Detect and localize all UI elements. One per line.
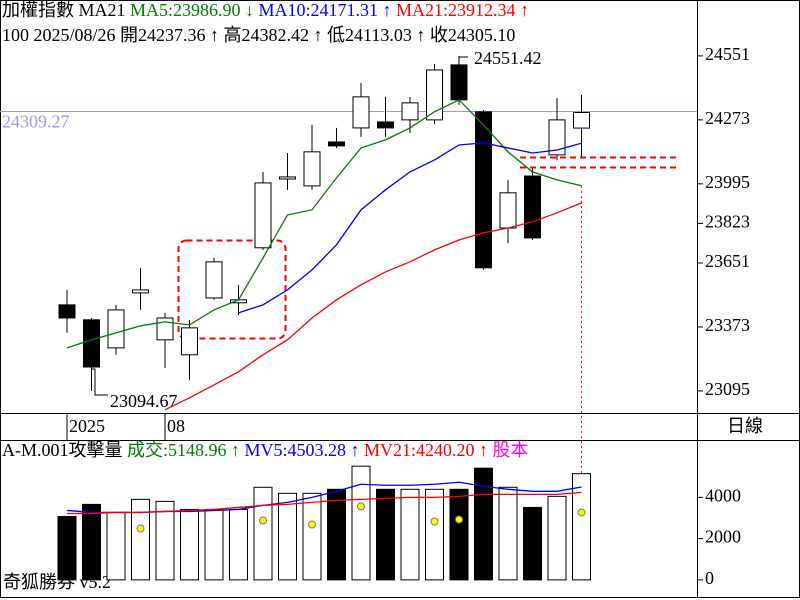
legend-label: MV5:4503.28: [245, 440, 347, 460]
last-price-label: 24309.27: [2, 112, 70, 132]
volume-bar: [523, 506, 542, 581]
ohlc-label: 低24113.03 ↑: [327, 25, 425, 45]
volume-bar: [180, 508, 199, 581]
volume-bar: [204, 508, 224, 581]
candle-body: [426, 69, 443, 121]
ohlc-label: 開24237.36 ↑: [120, 25, 219, 45]
volume-bar: [278, 492, 297, 581]
marker-dot: [455, 515, 463, 524]
legend-label: MA10:24171.31: [259, 0, 379, 20]
x-tick-label: 08: [167, 416, 185, 436]
legend-arrow: ↑: [383, 0, 392, 20]
candle-body: [499, 192, 517, 229]
y-tick-label: 2000: [705, 527, 741, 547]
volume-bar: [547, 495, 567, 581]
marker-dot: [136, 524, 145, 533]
marker-dot: [259, 516, 267, 525]
candle-body: [279, 176, 296, 180]
volume-bar: [155, 500, 175, 581]
marker-dot: [430, 517, 439, 526]
candle-body: [107, 309, 125, 349]
volume-bar: [229, 508, 248, 581]
volume-bar: [327, 488, 346, 581]
legend-arrow: ↓: [245, 0, 254, 20]
high-annotation: 24551.42: [474, 48, 542, 68]
low-annotation: 23094.67: [110, 391, 178, 411]
legend-label: MA5:23986.90: [130, 0, 241, 20]
volume-bar: [572, 473, 591, 581]
candle-body: [573, 111, 590, 129]
ma-line: [67, 491, 582, 515]
y-tick-label: 23373: [705, 315, 750, 335]
volume-bar: [498, 486, 518, 581]
candle-body: [352, 96, 370, 129]
ohlc-label: 收24305.10: [430, 25, 516, 45]
legend-arrow: ↑: [231, 440, 240, 460]
period-label: 日線: [727, 416, 763, 436]
volume-bar: [449, 488, 469, 581]
volume-bar: [131, 498, 150, 581]
volume-bar: [82, 503, 101, 581]
marker-dot: [577, 508, 586, 517]
x-tick-label: 2025: [69, 416, 105, 436]
info: 2025/08/26: [34, 25, 116, 45]
legend-arrow: ↑: [479, 440, 488, 460]
legend-label: MV21:4240.20: [364, 440, 475, 460]
y-tick-label: 23995: [705, 172, 750, 192]
volume-bar: [474, 467, 493, 581]
candle-body: [401, 102, 419, 121]
y-tick-label: 23651: [705, 251, 750, 271]
ohlc-label: 高24382.42 ↑: [224, 25, 323, 45]
chart-title: 加權指數 MA21: [2, 0, 126, 20]
candle-body: [83, 319, 100, 368]
candle-body: [377, 121, 394, 129]
volume-bar: [253, 486, 273, 581]
volume-bar: [376, 488, 395, 581]
volume-bar: [302, 492, 322, 581]
ma-line: [66, 99, 582, 349]
candle-body: [58, 304, 76, 319]
volume-bar: [351, 465, 371, 581]
candle-body: [524, 175, 541, 239]
candle-body: [205, 261, 223, 299]
header: A-M.001攻擊量 成交:5148.96 ↑ MV5:4503.28 ↑ MV…: [2, 440, 529, 460]
header: 100 2025/08/26 開24237.36 ↑ 高24382.42 ↑ 低…: [2, 25, 515, 45]
volume-bar: [400, 488, 420, 581]
y-tick-label: 23823: [705, 212, 750, 232]
candle-body: [156, 317, 174, 341]
low-leader: [91, 368, 108, 396]
chart-title: A-M.001攻擊量: [2, 440, 123, 460]
candle-body: [254, 182, 272, 249]
info: 100: [2, 25, 29, 45]
legend-label: 股本: [493, 440, 529, 460]
volume-bar: [425, 488, 444, 581]
y-tick-label: 24551: [705, 44, 750, 64]
y-tick-label: 23095: [705, 379, 750, 399]
candle-body: [450, 64, 468, 101]
candle-body: [303, 151, 321, 187]
marker-dot: [357, 502, 365, 511]
candle-body: [181, 327, 198, 356]
volume-bar: [57, 515, 77, 581]
legend-label: 成交:5148.96: [127, 440, 227, 460]
highlight-box: [177, 239, 287, 340]
ma-line: [238, 142, 582, 314]
y-tick-label: 0: [705, 568, 714, 588]
y-tick-label: 4000: [705, 485, 741, 505]
candle-body: [328, 141, 345, 147]
legend-arrow: ↑: [520, 0, 529, 20]
candle-body: [475, 111, 492, 269]
header: 加權指數 MA21 MA5:23986.90 ↓ MA10:24171.31 ↑…: [2, 0, 529, 20]
legend-arrow: ↑: [351, 440, 360, 460]
y-tick-label: 24273: [705, 108, 750, 128]
legend-label: MA21:23912.34: [396, 0, 516, 20]
candle-body: [132, 289, 149, 294]
marker-dot: [308, 520, 316, 529]
ma-line: [164, 202, 582, 411]
candle-body: [548, 119, 566, 156]
volume-bar: [106, 511, 126, 581]
